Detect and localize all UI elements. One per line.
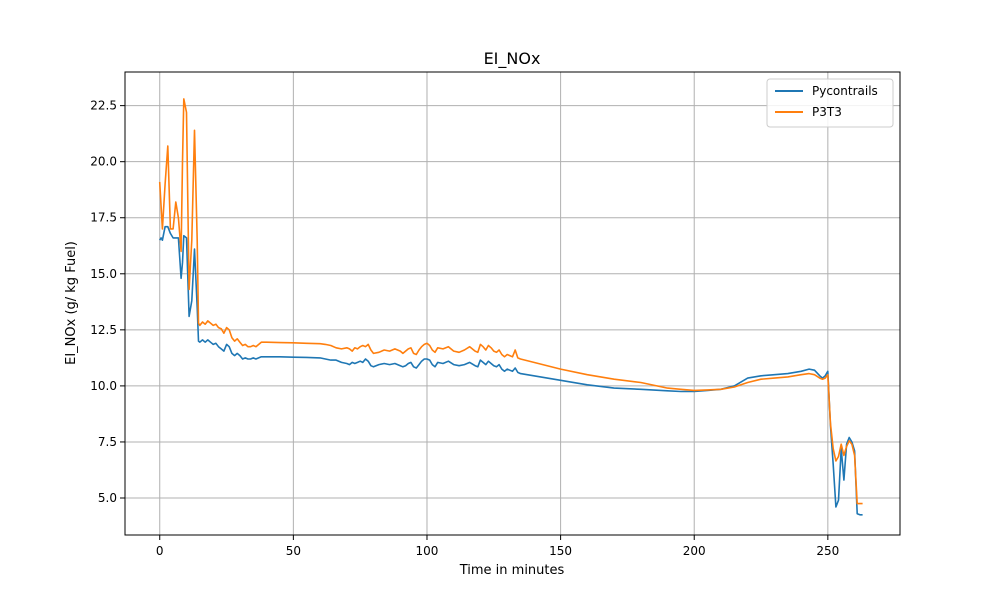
y-tick-label: 17.5 bbox=[90, 211, 117, 225]
plot-frame bbox=[124, 71, 901, 536]
x-axis-label: Time in minutes bbox=[459, 563, 565, 578]
grid bbox=[125, 72, 900, 535]
y-tick-label: 12.5 bbox=[90, 323, 117, 337]
x-tick-label: 250 bbox=[816, 544, 839, 558]
y-tick-label: 22.5 bbox=[90, 99, 117, 113]
axis-ticks: 0 50 100 150 200 250 5.0 7.5 10.0 12.5 15.0 17.5 20.… bbox=[90, 99, 839, 558]
chart-title: EI_NOx bbox=[484, 49, 541, 69]
x-tick-label: 50 bbox=[286, 544, 301, 558]
x-tick-label: 0 bbox=[156, 544, 164, 558]
y-tick-label: 15.0 bbox=[90, 267, 117, 281]
legend: Pycontrails P3T3 bbox=[766, 78, 894, 128]
series-layer bbox=[158, 98, 863, 516]
x-tick-label: 150 bbox=[549, 544, 572, 558]
y-tick-label: 7.5 bbox=[98, 435, 117, 449]
legend-label-p3t3: P3T3 bbox=[812, 105, 842, 119]
series-line-p3t3 bbox=[158, 98, 863, 505]
y-axis-label: EI_NOx (g/ kg Fuel) bbox=[64, 241, 79, 365]
x-tick-label: 200 bbox=[683, 544, 706, 558]
legend-label-pycontrails: Pycontrails bbox=[812, 84, 878, 98]
y-tick-label: 5.0 bbox=[98, 491, 117, 505]
y-tick-label: 20.0 bbox=[90, 155, 117, 169]
y-tick-label: 10.0 bbox=[90, 379, 117, 393]
x-tick-label: 100 bbox=[416, 544, 439, 558]
series-line-pycontrails bbox=[159, 225, 863, 516]
